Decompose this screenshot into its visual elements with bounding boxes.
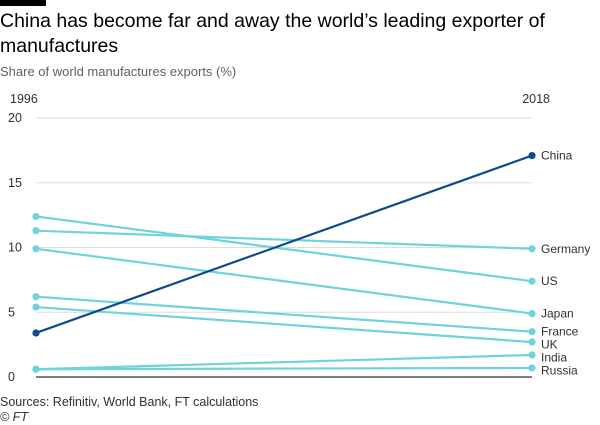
y-tick-label-15: 15 [8,176,22,190]
chart-subtitle: Share of world manufactures exports (%) [0,64,237,79]
series-line-russia [35,366,533,371]
series-label-uk: UK [541,338,558,352]
point-germany-1996 [32,227,40,235]
series-label-japan: Japan [541,307,574,321]
copyright-note: © FT [0,410,28,424]
point-us-2018 [528,277,536,285]
point-uk-2018 [528,338,536,346]
point-japan-2018 [528,309,536,318]
series-label-russia: Russia [541,364,578,378]
point-france-1996 [32,293,40,301]
series-label-france: France [541,325,579,339]
point-uk-1996 [32,303,40,311]
y-tick-label-20: 20 [8,111,22,125]
x-label-start-year: 1996 [10,92,38,106]
y-tick-label-10: 10 [8,241,22,255]
y-tick-label-0: 0 [8,370,15,384]
point-russia-2018 [528,364,536,372]
series-line-france [35,295,533,333]
point-germany-2018 [528,245,536,253]
point-china-1996 [32,329,40,337]
series-label-india: India [541,351,567,365]
point-india-2018 [528,351,536,359]
series-label-china: China [541,149,573,163]
series-line-japan [35,247,533,315]
ft-accent-bar [0,0,46,6]
series-line-china [35,154,533,335]
y-tick-label-5: 5 [8,305,15,319]
chart-title: China has become far and away the world’… [0,10,545,57]
series-line-uk [35,305,533,344]
x-label-end-year: 2018 [522,92,550,106]
point-japan-1996 [32,245,40,253]
series-line-us [35,215,533,283]
point-us-1996 [32,212,40,221]
series-label-germany: Germany [541,242,590,256]
point-france-2018 [528,328,536,336]
series-line-india [35,353,533,371]
source-note: Sources: Refinitiv, World Bank, FT calcu… [0,395,259,409]
point-russia-1996 [32,365,40,373]
series-label-us: US [541,274,558,288]
series-line-germany [35,229,533,250]
point-china-2018 [528,151,536,160]
